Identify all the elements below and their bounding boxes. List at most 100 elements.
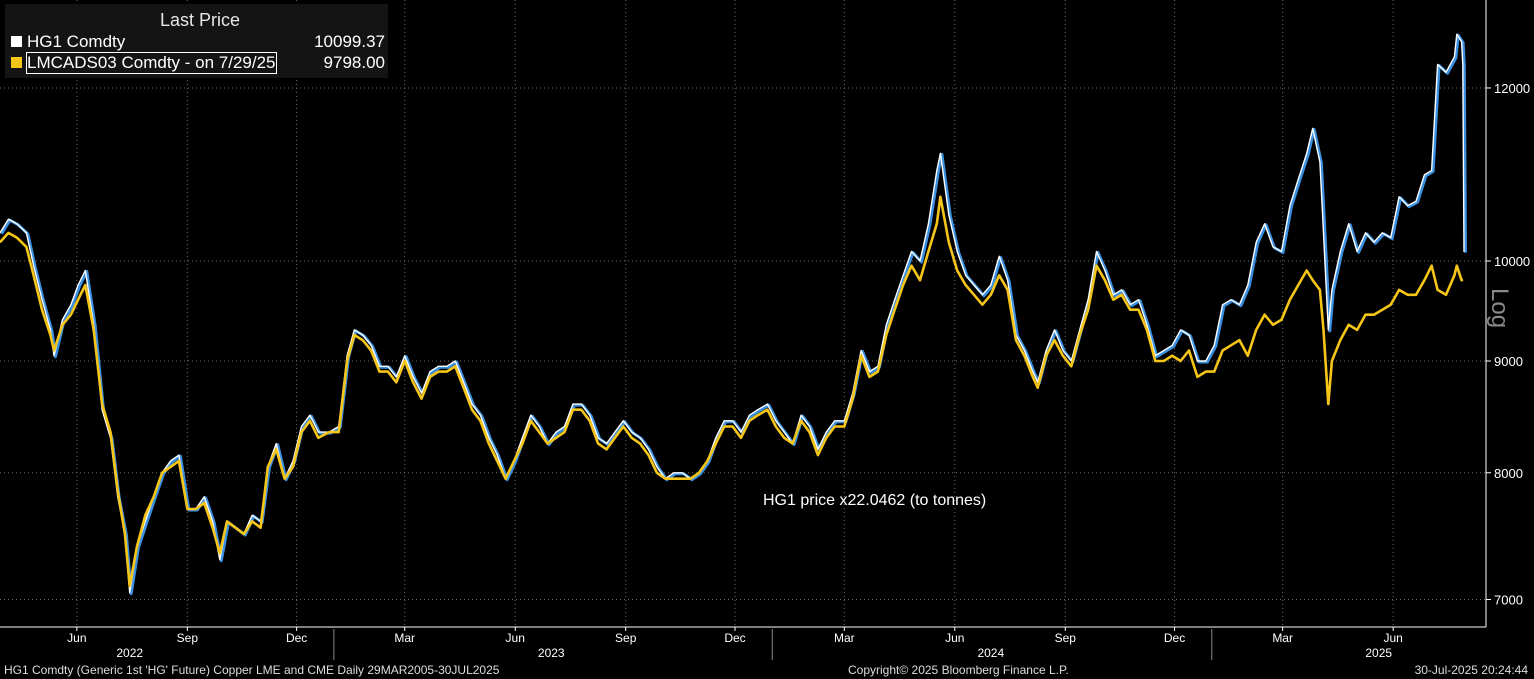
data-point-lmcads03 [981, 304, 984, 306]
data-point-lmcads03 [990, 294, 992, 296]
data-point-hg1 [378, 365, 381, 367]
data-point-hg1 [446, 365, 448, 367]
data-point-lmcads03 [715, 443, 717, 445]
legend-item-lmcads03[interactable]: LMCADS03 Comdty - on 7/29/25 9798.00 [10, 52, 385, 74]
data-point-lmcads03 [1356, 329, 1358, 331]
data-point-hg1 [0, 232, 1, 234]
data-point-hg1 [681, 472, 683, 474]
data-point-lmcads03 [1070, 365, 1072, 367]
data-point-hg1 [622, 420, 624, 422]
data-point-hg1 [496, 454, 498, 456]
data-point-lmcads03 [1180, 360, 1182, 362]
data-point-lmcads03 [766, 409, 769, 411]
legend-item-hg1[interactable]: HG1 Comdty 10099.37 [10, 32, 385, 52]
data-point-lmcads03 [521, 443, 524, 445]
data-point-lmcads03 [825, 437, 827, 439]
data-point-lmcads03 [378, 371, 381, 373]
data-point-hg1 [723, 420, 725, 422]
data-point-lmcads03 [1272, 324, 1274, 326]
data-point-lmcads03 [1238, 339, 1240, 341]
data-point-hg1 [973, 284, 975, 286]
data-point-lmcads03 [1137, 309, 1140, 311]
data-point-lmcads03 [505, 478, 507, 480]
data-point-lmcads03 [370, 349, 372, 352]
data-point-lmcads03 [919, 279, 921, 281]
data-point-lmcads03 [1087, 309, 1089, 311]
data-point-hg1 [1196, 360, 1198, 362]
data-point-lmcads03 [965, 284, 967, 286]
data-point-hg1 [1373, 241, 1375, 243]
data-point-lmcads03 [186, 508, 188, 510]
data-point-lmcads03 [169, 466, 172, 468]
legend-item-value: 9798.00 [323, 53, 385, 72]
legend-item-name: LMCADS03 Comdty - on 7/29/25 [26, 52, 277, 74]
y-tick-label: 10000 [1494, 254, 1530, 269]
data-point-lmcads03 [161, 472, 163, 474]
data-point-hg1 [1364, 232, 1367, 234]
data-point-lmcads03 [292, 466, 294, 468]
data-point-hg1 [1087, 299, 1089, 301]
data-point-hg1 [631, 431, 633, 433]
data-point-lmcads03 [843, 425, 845, 428]
data-point-lmcads03 [284, 478, 286, 480]
x-tick-label: Sep [615, 631, 637, 645]
series-layer [0, 33, 1467, 596]
data-point-hg1 [317, 431, 319, 433]
data-point-lmcads03 [885, 334, 887, 336]
data-point-hg1 [748, 414, 751, 416]
data-point-lmcads03 [1129, 309, 1131, 311]
data-point-lmcads03 [7, 232, 9, 234]
data-point-hg1 [948, 214, 950, 216]
data-point-lmcads03 [234, 527, 236, 529]
data-point-hg1 [1032, 371, 1034, 373]
data-point-lmcads03 [1032, 376, 1034, 378]
data-point-lmcads03 [70, 314, 72, 316]
data-point-hg1 [673, 472, 675, 474]
data-point-lmcads03 [998, 274, 1000, 276]
data-point-lmcads03 [1037, 387, 1039, 389]
data-point-lmcads03 [1171, 355, 1173, 357]
data-point-hg1 [1398, 196, 1400, 198]
data-point-lmcads03 [1445, 294, 1447, 296]
data-point-lmcads03 [555, 437, 557, 439]
data-point-lmcads03 [783, 437, 785, 439]
data-point-lmcads03 [1146, 329, 1148, 331]
data-point-lmcads03 [690, 478, 692, 480]
data-point-lmcads03 [412, 381, 414, 383]
x-tick-label: Jun [1383, 631, 1402, 645]
data-point-hg1 [370, 344, 372, 346]
data-point-hg1 [84, 269, 86, 272]
data-point-hg1 [572, 403, 574, 405]
series-lmcads03-line [0, 195, 1464, 588]
x-tick-label: Mar [834, 631, 855, 645]
data-point-lmcads03 [1079, 334, 1081, 336]
data-point-lmcads03 [49, 334, 52, 336]
data-point-hg1 [1137, 299, 1140, 301]
x-year-label: 2023 [538, 646, 565, 660]
data-point-hg1 [1062, 349, 1064, 352]
data-point-hg1 [1146, 324, 1148, 326]
data-point-hg1 [1247, 284, 1249, 286]
data-point-hg1 [1230, 299, 1232, 301]
data-point-lmcads03 [243, 533, 245, 535]
data-point-hg1 [1280, 250, 1283, 253]
data-point-hg1 [715, 437, 717, 439]
legend-swatch-lmcads03 [11, 57, 22, 68]
data-point-lmcads03 [1297, 284, 1299, 286]
data-point-hg1 [1322, 232, 1325, 234]
data-point-hg1 [732, 420, 734, 422]
data-point-hg1 [437, 365, 439, 367]
data-point-hg1 [1445, 71, 1447, 73]
data-point-hg1 [775, 420, 777, 422]
data-point-lmcads03 [1381, 309, 1383, 311]
data-point-lmcads03 [1121, 294, 1123, 296]
data-point-lmcads03 [1415, 294, 1417, 296]
data-point-lmcads03 [1163, 360, 1165, 362]
data-point-lmcads03 [1188, 349, 1190, 352]
data-point-lmcads03 [117, 490, 119, 492]
data-point-lmcads03 [614, 437, 616, 439]
data-point-lmcads03 [639, 443, 641, 445]
data-point-lmcads03 [93, 329, 95, 331]
data-point-lmcads03 [1319, 289, 1321, 291]
data-point-lmcads03 [1331, 360, 1333, 362]
